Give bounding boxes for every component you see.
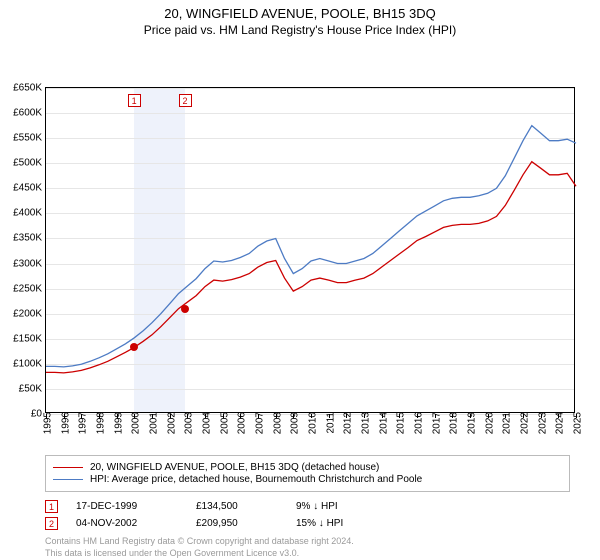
legend-box: 20, WINGFIELD AVENUE, POOLE, BH15 3DQ (d… <box>45 455 570 492</box>
y-tick-label: £450K <box>13 183 46 194</box>
x-tick-label: 2003 <box>180 412 195 434</box>
x-tick-label: 2005 <box>215 412 230 434</box>
x-tick-label: 1995 <box>39 412 54 434</box>
sales-row: 1 17-DEC-1999 £134,500 9% ↓ HPI <box>45 498 570 515</box>
x-tick-label: 2006 <box>233 412 248 434</box>
y-tick-label: £50K <box>19 383 46 394</box>
legend-label: 20, WINGFIELD AVENUE, POOLE, BH15 3DQ (d… <box>90 462 379 473</box>
line-chart-svg <box>46 88 576 414</box>
y-tick-label: £250K <box>13 283 46 294</box>
sale-price: £134,500 <box>196 501 296 512</box>
x-tick-label: 1997 <box>74 412 89 434</box>
footer-attribution: Contains HM Land Registry data © Crown c… <box>45 536 570 559</box>
x-tick-label: 2013 <box>357 412 372 434</box>
sale-date: 17-DEC-1999 <box>76 501 196 512</box>
x-tick-label: 2023 <box>533 412 548 434</box>
x-tick-label: 2011 <box>321 412 336 434</box>
x-tick-label: 2018 <box>445 412 460 434</box>
x-tick-label: 2004 <box>198 412 213 434</box>
sales-row: 2 04-NOV-2002 £209,950 15% ↓ HPI <box>45 515 570 532</box>
x-tick-label: 2015 <box>392 412 407 434</box>
y-tick-label: £150K <box>13 333 46 344</box>
x-tick-label: 2001 <box>145 412 160 434</box>
x-tick-label: 1998 <box>92 412 107 434</box>
footer-line: Contains HM Land Registry data © Crown c… <box>45 536 570 548</box>
legend-swatch <box>53 467 83 468</box>
x-tick-label: 2022 <box>516 412 531 434</box>
chart-container: 20, WINGFIELD AVENUE, POOLE, BH15 3DQ Pr… <box>0 0 600 560</box>
y-tick-label: £550K <box>13 133 46 144</box>
x-tick-label: 2014 <box>374 412 389 434</box>
sale-date: 04-NOV-2002 <box>76 518 196 529</box>
sale-marker-badge: 2 <box>45 517 58 530</box>
x-tick-label: 2002 <box>162 412 177 434</box>
y-tick-label: £400K <box>13 208 46 219</box>
chart-subtitle: Price paid vs. HM Land Registry's House … <box>0 21 600 41</box>
y-tick-label: £650K <box>13 83 46 94</box>
legend-swatch <box>53 479 83 480</box>
y-tick-label: £200K <box>13 308 46 319</box>
sale-marker-dot <box>130 343 138 351</box>
series-line-property <box>46 162 576 373</box>
sale-price: £209,950 <box>196 518 296 529</box>
x-tick-label: 2016 <box>410 412 425 434</box>
sale-marker-dot <box>181 305 189 313</box>
sale-marker-label: 2 <box>179 94 192 107</box>
legend-label: HPI: Average price, detached house, Bour… <box>90 474 422 485</box>
x-tick-label: 2000 <box>127 412 142 434</box>
y-tick-label: £600K <box>13 108 46 119</box>
sale-diff: 15% ↓ HPI <box>296 518 396 529</box>
footer-line: This data is licensed under the Open Gov… <box>45 548 570 560</box>
x-tick-label: 2024 <box>551 412 566 434</box>
x-tick-label: 2007 <box>251 412 266 434</box>
y-tick-label: £100K <box>13 358 46 369</box>
x-tick-label: 2025 <box>569 412 584 434</box>
x-tick-label: 2009 <box>286 412 301 434</box>
legend-item: 20, WINGFIELD AVENUE, POOLE, BH15 3DQ (d… <box>53 462 562 473</box>
legend-item: HPI: Average price, detached house, Bour… <box>53 474 562 485</box>
y-tick-label: £500K <box>13 158 46 169</box>
series-line-hpi <box>46 126 576 367</box>
x-tick-label: 2008 <box>268 412 283 434</box>
y-tick-label: £300K <box>13 258 46 269</box>
x-tick-label: 1999 <box>109 412 124 434</box>
chart-title: 20, WINGFIELD AVENUE, POOLE, BH15 3DQ <box>0 0 600 21</box>
y-tick-label: £350K <box>13 233 46 244</box>
x-tick-label: 2012 <box>339 412 354 434</box>
x-tick-label: 2020 <box>480 412 495 434</box>
x-tick-label: 2017 <box>427 412 442 434</box>
plot-region: £0£50K£100K£150K£200K£250K£300K£350K£400… <box>45 87 575 413</box>
x-tick-label: 1996 <box>56 412 71 434</box>
x-tick-label: 2021 <box>498 412 513 434</box>
sale-marker-badge: 1 <box>45 500 58 513</box>
x-tick-label: 2010 <box>304 412 319 434</box>
sales-table: 1 17-DEC-1999 £134,500 9% ↓ HPI 2 04-NOV… <box>45 498 570 532</box>
sale-diff: 9% ↓ HPI <box>296 501 396 512</box>
x-tick-label: 2019 <box>463 412 478 434</box>
sale-marker-label: 1 <box>128 94 141 107</box>
chart-area: £0£50K£100K£150K£200K£250K£300K£350K£400… <box>0 41 600 421</box>
